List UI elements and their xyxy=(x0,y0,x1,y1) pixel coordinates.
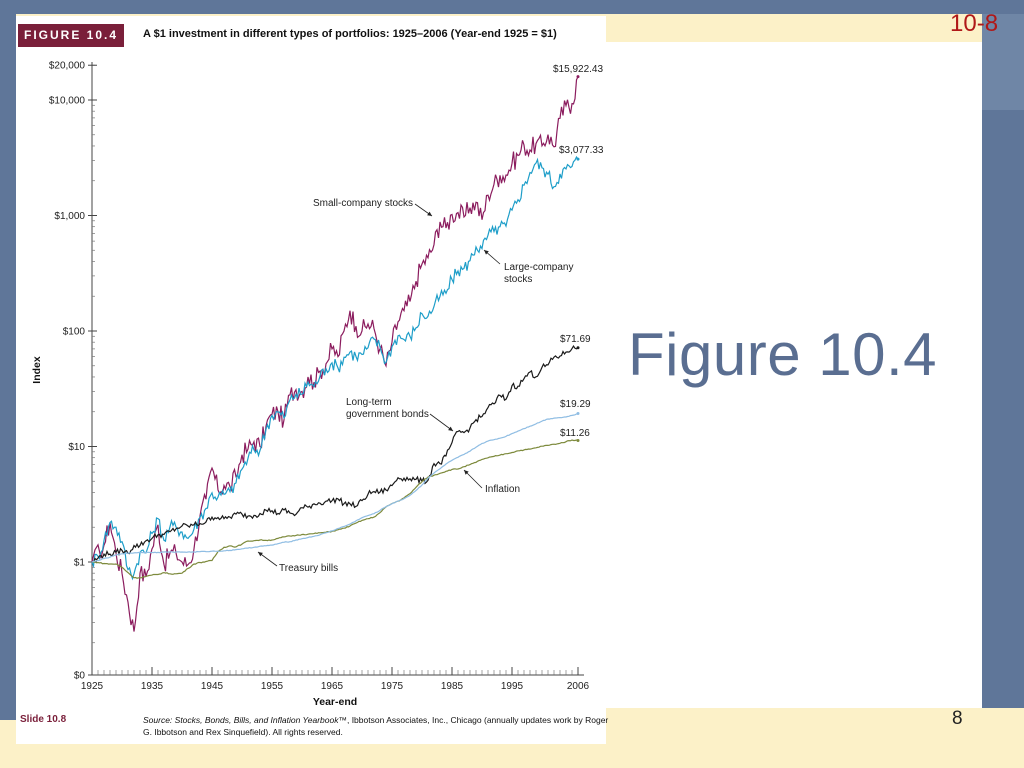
y-tick-label: $10 xyxy=(68,442,85,453)
annotation-arrowhead xyxy=(464,470,469,475)
annotation-label: Inflation xyxy=(485,484,520,495)
y-tick-label: $1,000 xyxy=(54,211,85,222)
x-tick-label: 1955 xyxy=(261,681,284,692)
annotation-arrowhead xyxy=(258,552,263,557)
series-end-point xyxy=(576,439,580,443)
annotation-arrowhead xyxy=(448,426,453,431)
x-tick-label: 1935 xyxy=(141,681,164,692)
x-tick-label: 1925 xyxy=(81,681,104,692)
annotation-arrowhead xyxy=(484,250,489,255)
series-end-label: $3,077.33 xyxy=(559,145,604,156)
annotation-label: Long-term xyxy=(346,397,392,408)
x-tick-label: 1995 xyxy=(501,681,524,692)
series-end-point xyxy=(576,157,580,161)
x-tick-label: 2006 xyxy=(567,681,590,692)
source-rest: , Ibbotson Associates, Inc., Chicago (an… xyxy=(143,715,609,737)
series-line xyxy=(91,155,579,581)
annotation-label-line2: stocks xyxy=(504,274,532,285)
series-end-point xyxy=(576,346,580,350)
series-end-point xyxy=(576,75,580,79)
content-area xyxy=(606,42,982,708)
right-frame-band-accent xyxy=(982,14,1024,110)
slide-label: Slide 10.8 xyxy=(20,714,67,725)
figure-title: A $1 investment in different types of po… xyxy=(143,28,557,40)
annotation-label: Large-company xyxy=(504,262,573,273)
series-line xyxy=(91,344,579,563)
annotation-label-line2: government bonds xyxy=(346,409,429,420)
x-tick-label: 1975 xyxy=(381,681,404,692)
slide-title: Figure 10.4 xyxy=(628,321,938,388)
annotation-label: Treasury bills xyxy=(279,563,338,574)
left-frame-band xyxy=(0,0,16,720)
page-number: 8 xyxy=(952,708,963,729)
series-end-label: $11.26 xyxy=(560,428,590,439)
right-frame-band xyxy=(982,14,1024,708)
x-axis-title: Year-end xyxy=(313,696,357,708)
x-tick-label: 1945 xyxy=(201,681,224,692)
top-frame-band xyxy=(16,0,1024,14)
series-line xyxy=(91,412,579,563)
y-tick-label: $100 xyxy=(63,327,86,338)
slide-code: 10-8 xyxy=(950,10,999,37)
x-tick-label: 1965 xyxy=(321,681,344,692)
series-end-label: $19.29 xyxy=(560,399,591,410)
annotation-leader-line xyxy=(429,413,454,432)
annotation-label: Small-company stocks xyxy=(313,198,413,209)
series-end-label: $71.69 xyxy=(560,334,591,345)
y-tick-label: $10,000 xyxy=(49,96,86,107)
series-end-point xyxy=(576,412,580,416)
figure-badge: FIGURE 10.4 xyxy=(18,24,124,47)
x-tick-label: 1985 xyxy=(441,681,464,692)
annotation-arrowhead xyxy=(427,211,432,216)
y-tick-label: $20,000 xyxy=(49,61,86,72)
y-axis-title: Index xyxy=(31,356,43,384)
source-note: Source: Stocks, Bonds, Bills, and Inflat… xyxy=(143,714,613,738)
y-tick-label: $1 xyxy=(74,558,86,569)
source-prefix: Source: Stocks, Bonds, Bills, and Inflat… xyxy=(143,715,347,725)
series-end-label: $15,922.43 xyxy=(553,64,603,75)
series-line xyxy=(91,76,579,632)
header-strip xyxy=(606,14,982,42)
y-tick-label: $0 xyxy=(74,671,86,682)
series-line xyxy=(92,439,579,579)
